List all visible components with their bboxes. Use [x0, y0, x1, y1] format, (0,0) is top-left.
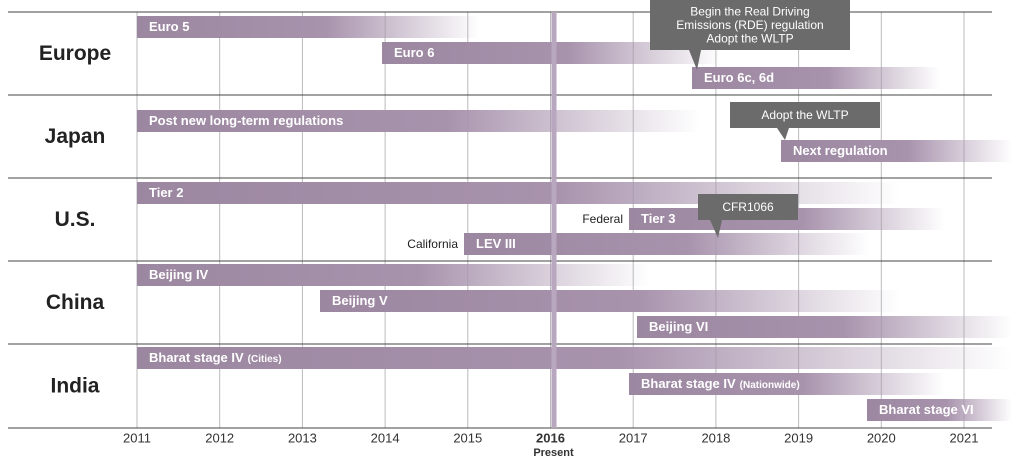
- regulation-label: Bharat stage IV (Nationwide): [641, 376, 800, 391]
- regulation-name: Bharat stage IV: [641, 376, 736, 391]
- regulation-label: Euro 5: [149, 19, 189, 34]
- region-label: Europe: [39, 42, 111, 65]
- region-label: Japan: [45, 125, 106, 148]
- regulation-label: Beijing IV: [149, 267, 209, 282]
- callout-text: Adopt the WLTP: [706, 32, 793, 46]
- year-label: 2021: [950, 430, 979, 445]
- year-label: 2015: [453, 430, 482, 445]
- callout-text: Emissions (RDE) regulation: [676, 18, 823, 32]
- regulation-name: Bharat stage IV: [149, 350, 244, 365]
- year-label: 2013: [288, 430, 317, 445]
- regulation-label: Euro 6c, 6d: [704, 70, 774, 85]
- year-label: 2018: [701, 430, 730, 445]
- regulation-bar: [137, 347, 1012, 369]
- regulation-name: Tier 3: [641, 211, 675, 226]
- regulation-label: Tier 2: [149, 185, 183, 200]
- regulation-label: Bharat stage VI: [879, 402, 974, 417]
- regulation-name: Beijing V: [332, 293, 388, 308]
- callout-text: CFR1066: [722, 200, 774, 214]
- jurisdiction-label: Federal: [582, 212, 623, 226]
- regulation-bar: [320, 290, 900, 312]
- callout-pointer: [689, 50, 701, 70]
- regulation-label: LEV III: [476, 236, 516, 251]
- year-label: 2020: [867, 430, 896, 445]
- regulation-bar: [382, 42, 720, 64]
- region-label: U.S.: [55, 208, 96, 231]
- regulation-label: Beijing VI: [649, 319, 708, 334]
- regulation-bar: [464, 233, 870, 255]
- regulation-bar: [637, 316, 1012, 338]
- callout-pointer: [777, 128, 789, 140]
- regulation-bar: [137, 110, 700, 132]
- regulation-label: Euro 6: [394, 45, 434, 60]
- regulation-label: Post new long-term regulations: [149, 113, 343, 128]
- regulation-name: LEV III: [476, 236, 516, 251]
- regulation-bar: [137, 264, 650, 286]
- jurisdiction-label: California: [407, 237, 458, 251]
- region-label: China: [46, 291, 105, 314]
- regulation-bar: [867, 399, 1012, 421]
- present-label: Present: [533, 447, 574, 459]
- callout-box: [698, 194, 798, 220]
- regulation-name: Bharat stage VI: [879, 402, 974, 417]
- regulation-name: Post new long-term regulations: [149, 113, 343, 128]
- regulation-name: Next regulation: [793, 143, 888, 158]
- callout-pointer: [710, 220, 722, 238]
- present-line: [551, 12, 557, 428]
- regulation-name: Euro 6c, 6d: [704, 70, 774, 85]
- year-label: 2016: [536, 430, 565, 445]
- regulation-label: Beijing V: [332, 293, 388, 308]
- regulation-label: Tier 3: [641, 211, 675, 226]
- regulation-name: Euro 6: [394, 45, 434, 60]
- regulation-label: Next regulation: [793, 143, 888, 158]
- regulation-bar: [137, 16, 480, 38]
- regulation-bar: [781, 140, 1012, 162]
- regulation-name: Beijing IV: [149, 267, 209, 282]
- regulation-bar: [629, 373, 945, 395]
- regulation-name: Tier 2: [149, 185, 183, 200]
- regulation-name: Beijing VI: [649, 319, 708, 334]
- callout-box: [650, 0, 850, 50]
- callout-text: Begin the Real Driving: [690, 5, 809, 19]
- year-label: 2019: [784, 430, 813, 445]
- regulation-note: (Nationwide): [740, 380, 800, 391]
- year-label: 2014: [371, 430, 400, 445]
- callout-box: [730, 102, 880, 128]
- regulation-note: (Cities): [248, 354, 282, 365]
- year-label: 2012: [205, 430, 234, 445]
- year-label: 2011: [123, 430, 151, 445]
- regulation-bar: [692, 67, 940, 89]
- regulation-name: Euro 5: [149, 19, 189, 34]
- regulation-label: Bharat stage IV (Cities): [149, 350, 282, 365]
- year-label: 2017: [619, 430, 648, 445]
- callout-text: Adopt the WLTP: [761, 108, 848, 122]
- region-label: India: [50, 375, 99, 398]
